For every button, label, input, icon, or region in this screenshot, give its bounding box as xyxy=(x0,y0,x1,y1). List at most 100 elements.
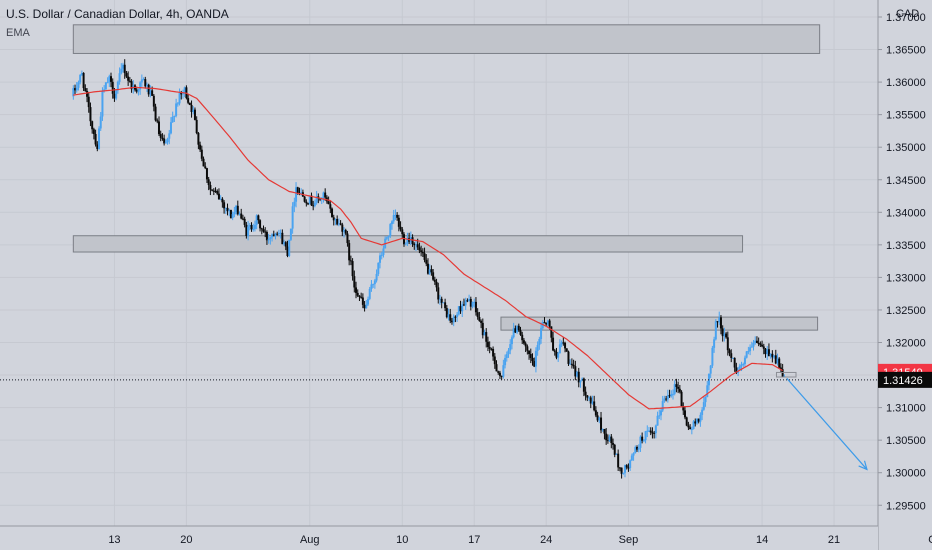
candle-body xyxy=(372,284,375,286)
candle xyxy=(692,420,695,430)
candle-body xyxy=(564,342,567,349)
candle xyxy=(373,278,376,289)
candle xyxy=(742,362,745,368)
candle xyxy=(433,276,436,285)
candle xyxy=(745,351,748,359)
time-tick-label: Aug xyxy=(300,534,320,546)
candle-body xyxy=(402,234,405,245)
candle-body xyxy=(221,198,224,203)
price-tick-label: 1.35500 xyxy=(886,110,926,122)
candle xyxy=(363,301,366,312)
candle-body xyxy=(181,92,184,95)
candle-body xyxy=(430,269,433,273)
candle xyxy=(719,315,722,335)
candle xyxy=(349,255,352,266)
candle xyxy=(401,227,404,240)
candle-body xyxy=(312,205,315,207)
candle-body xyxy=(450,320,453,323)
candle-body xyxy=(702,402,705,410)
candle xyxy=(127,71,130,86)
candle-body xyxy=(540,328,543,339)
forecast-arrow[interactable] xyxy=(786,377,868,470)
candle-body xyxy=(363,304,366,309)
candle-body xyxy=(296,187,299,194)
candle xyxy=(731,357,734,359)
candle-body xyxy=(704,397,707,403)
current-price-tag-text: 1.31426 xyxy=(883,375,923,387)
candle-body xyxy=(529,354,532,358)
candle xyxy=(295,182,298,208)
price-tick-label: 1.30500 xyxy=(886,435,926,447)
forecast-box[interactable] xyxy=(775,371,797,378)
candle-body xyxy=(694,421,697,424)
candle-body xyxy=(586,395,589,398)
ema-indicator-label[interactable]: EMA xyxy=(6,27,30,39)
zones-layer[interactable] xyxy=(72,24,821,331)
candle xyxy=(474,297,477,316)
candle xyxy=(701,407,704,421)
candle xyxy=(145,82,148,93)
candle xyxy=(360,292,363,299)
annotations-layer[interactable] xyxy=(0,371,878,471)
price-tick-label: 1.34000 xyxy=(886,207,926,219)
candle xyxy=(231,211,234,221)
candle xyxy=(493,353,496,369)
candle xyxy=(332,214,335,226)
candle xyxy=(169,117,172,135)
candle-body xyxy=(425,259,428,264)
ema-layer xyxy=(73,86,783,410)
candle-body xyxy=(289,228,292,240)
candle xyxy=(128,77,131,83)
candle xyxy=(171,111,174,123)
ema-zone-top[interactable] xyxy=(72,24,821,54)
candle xyxy=(510,335,513,350)
candle-body xyxy=(75,87,78,91)
candle xyxy=(74,84,77,94)
candle xyxy=(528,350,531,360)
candle xyxy=(519,326,522,336)
candle-body xyxy=(346,233,349,244)
candle-body xyxy=(642,440,645,442)
candle-body xyxy=(699,414,702,422)
candle xyxy=(339,220,342,226)
candle xyxy=(404,242,407,246)
candle-body xyxy=(183,87,186,93)
candle-body xyxy=(190,104,193,112)
candle-body xyxy=(656,415,659,426)
price-axis[interactable]: 1.295001.300001.305001.310001.315001.320… xyxy=(877,0,932,550)
candle xyxy=(761,340,764,348)
candle xyxy=(492,346,495,361)
candle xyxy=(264,227,267,238)
candle xyxy=(636,445,639,452)
candle-body xyxy=(128,80,131,82)
candle xyxy=(104,82,107,90)
resistance-zone-middle[interactable] xyxy=(72,235,744,253)
candle xyxy=(308,195,311,205)
candle-body xyxy=(404,243,407,245)
resistance-zone-lower[interactable] xyxy=(500,316,819,331)
candle-body xyxy=(279,232,282,234)
candle-body xyxy=(666,395,669,400)
candle xyxy=(711,345,714,369)
forecast-arrowhead xyxy=(858,460,868,471)
candle-body xyxy=(594,410,597,416)
candle xyxy=(618,467,621,472)
candle xyxy=(498,370,501,380)
candle xyxy=(612,438,615,450)
candle xyxy=(588,396,591,402)
candle xyxy=(84,84,87,92)
candle-body xyxy=(630,455,633,461)
candle-body xyxy=(738,365,741,371)
candle xyxy=(211,189,214,192)
candle xyxy=(713,336,716,353)
current-price-tag[interactable]: 1.31426 xyxy=(878,371,932,388)
candle-body xyxy=(713,339,716,348)
candle xyxy=(228,208,231,217)
candle xyxy=(111,78,114,99)
candle xyxy=(173,115,176,122)
time-axis[interactable]: 13 20 Aug 10 17 24 Sep 14 21 Oct xyxy=(0,525,932,550)
candle-body xyxy=(379,255,382,263)
candle xyxy=(747,346,750,355)
